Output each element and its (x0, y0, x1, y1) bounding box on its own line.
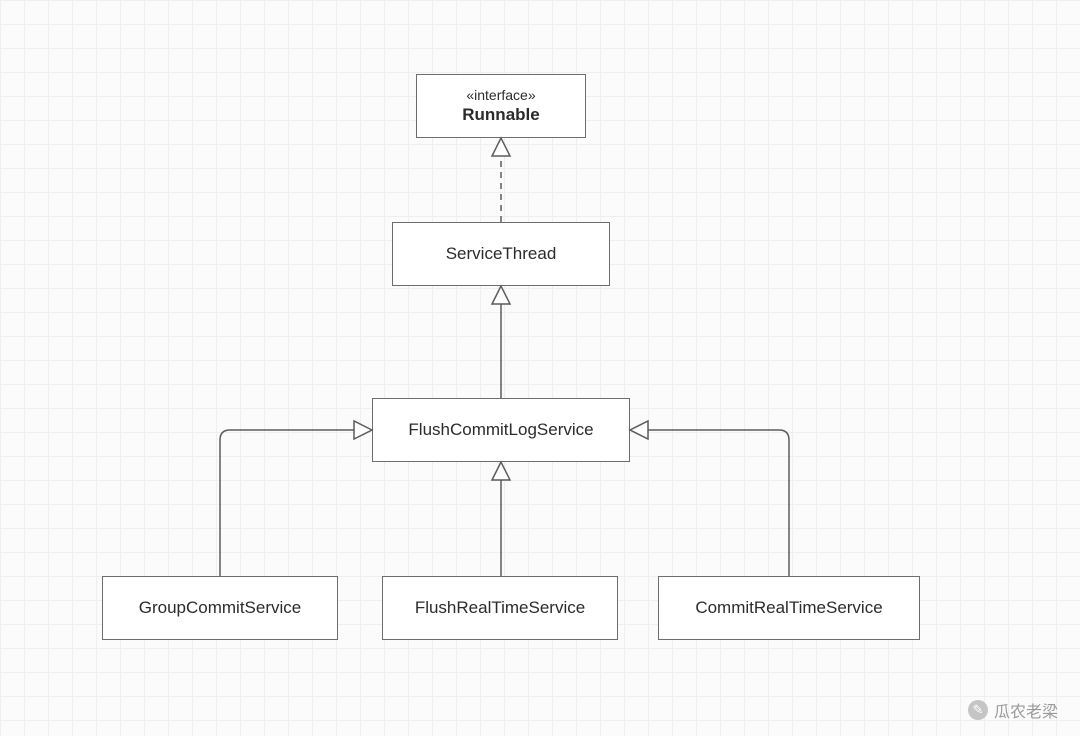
node-runnable: «interface» Runnable (416, 74, 586, 138)
node-label: ServiceThread (446, 244, 557, 264)
node-label: FlushRealTimeService (415, 598, 585, 618)
stereotype-label: «interface» (466, 87, 535, 103)
node-label: FlushCommitLogService (408, 420, 593, 440)
node-flush-commit-log-service: FlushCommitLogService (372, 398, 630, 462)
edge-group-to-flush-arrow (354, 421, 372, 439)
watermark: ✎ 瓜农老梁 (968, 698, 1058, 722)
watermark-text: 瓜农老梁 (994, 698, 1058, 722)
edge-group-to-flush-path (220, 430, 354, 576)
node-label: Runnable (462, 105, 539, 125)
edge-flushreal-to-flush-arrow (492, 462, 510, 480)
edge-commit-to-flush-arrow (630, 421, 648, 439)
node-flush-real-time-service: FlushRealTimeService (382, 576, 618, 640)
node-commit-real-time-service: CommitRealTimeService (658, 576, 920, 640)
watermark-icon: ✎ (968, 700, 988, 720)
edge-flush-to-service-arrow (492, 286, 510, 304)
node-label: CommitRealTimeService (695, 598, 882, 618)
node-label: GroupCommitService (139, 598, 302, 618)
edge-commit-to-flush-path (648, 430, 789, 576)
edge-service-to-runnable-arrow (492, 138, 510, 156)
node-group-commit-service: GroupCommitService (102, 576, 338, 640)
node-service-thread: ServiceThread (392, 222, 610, 286)
